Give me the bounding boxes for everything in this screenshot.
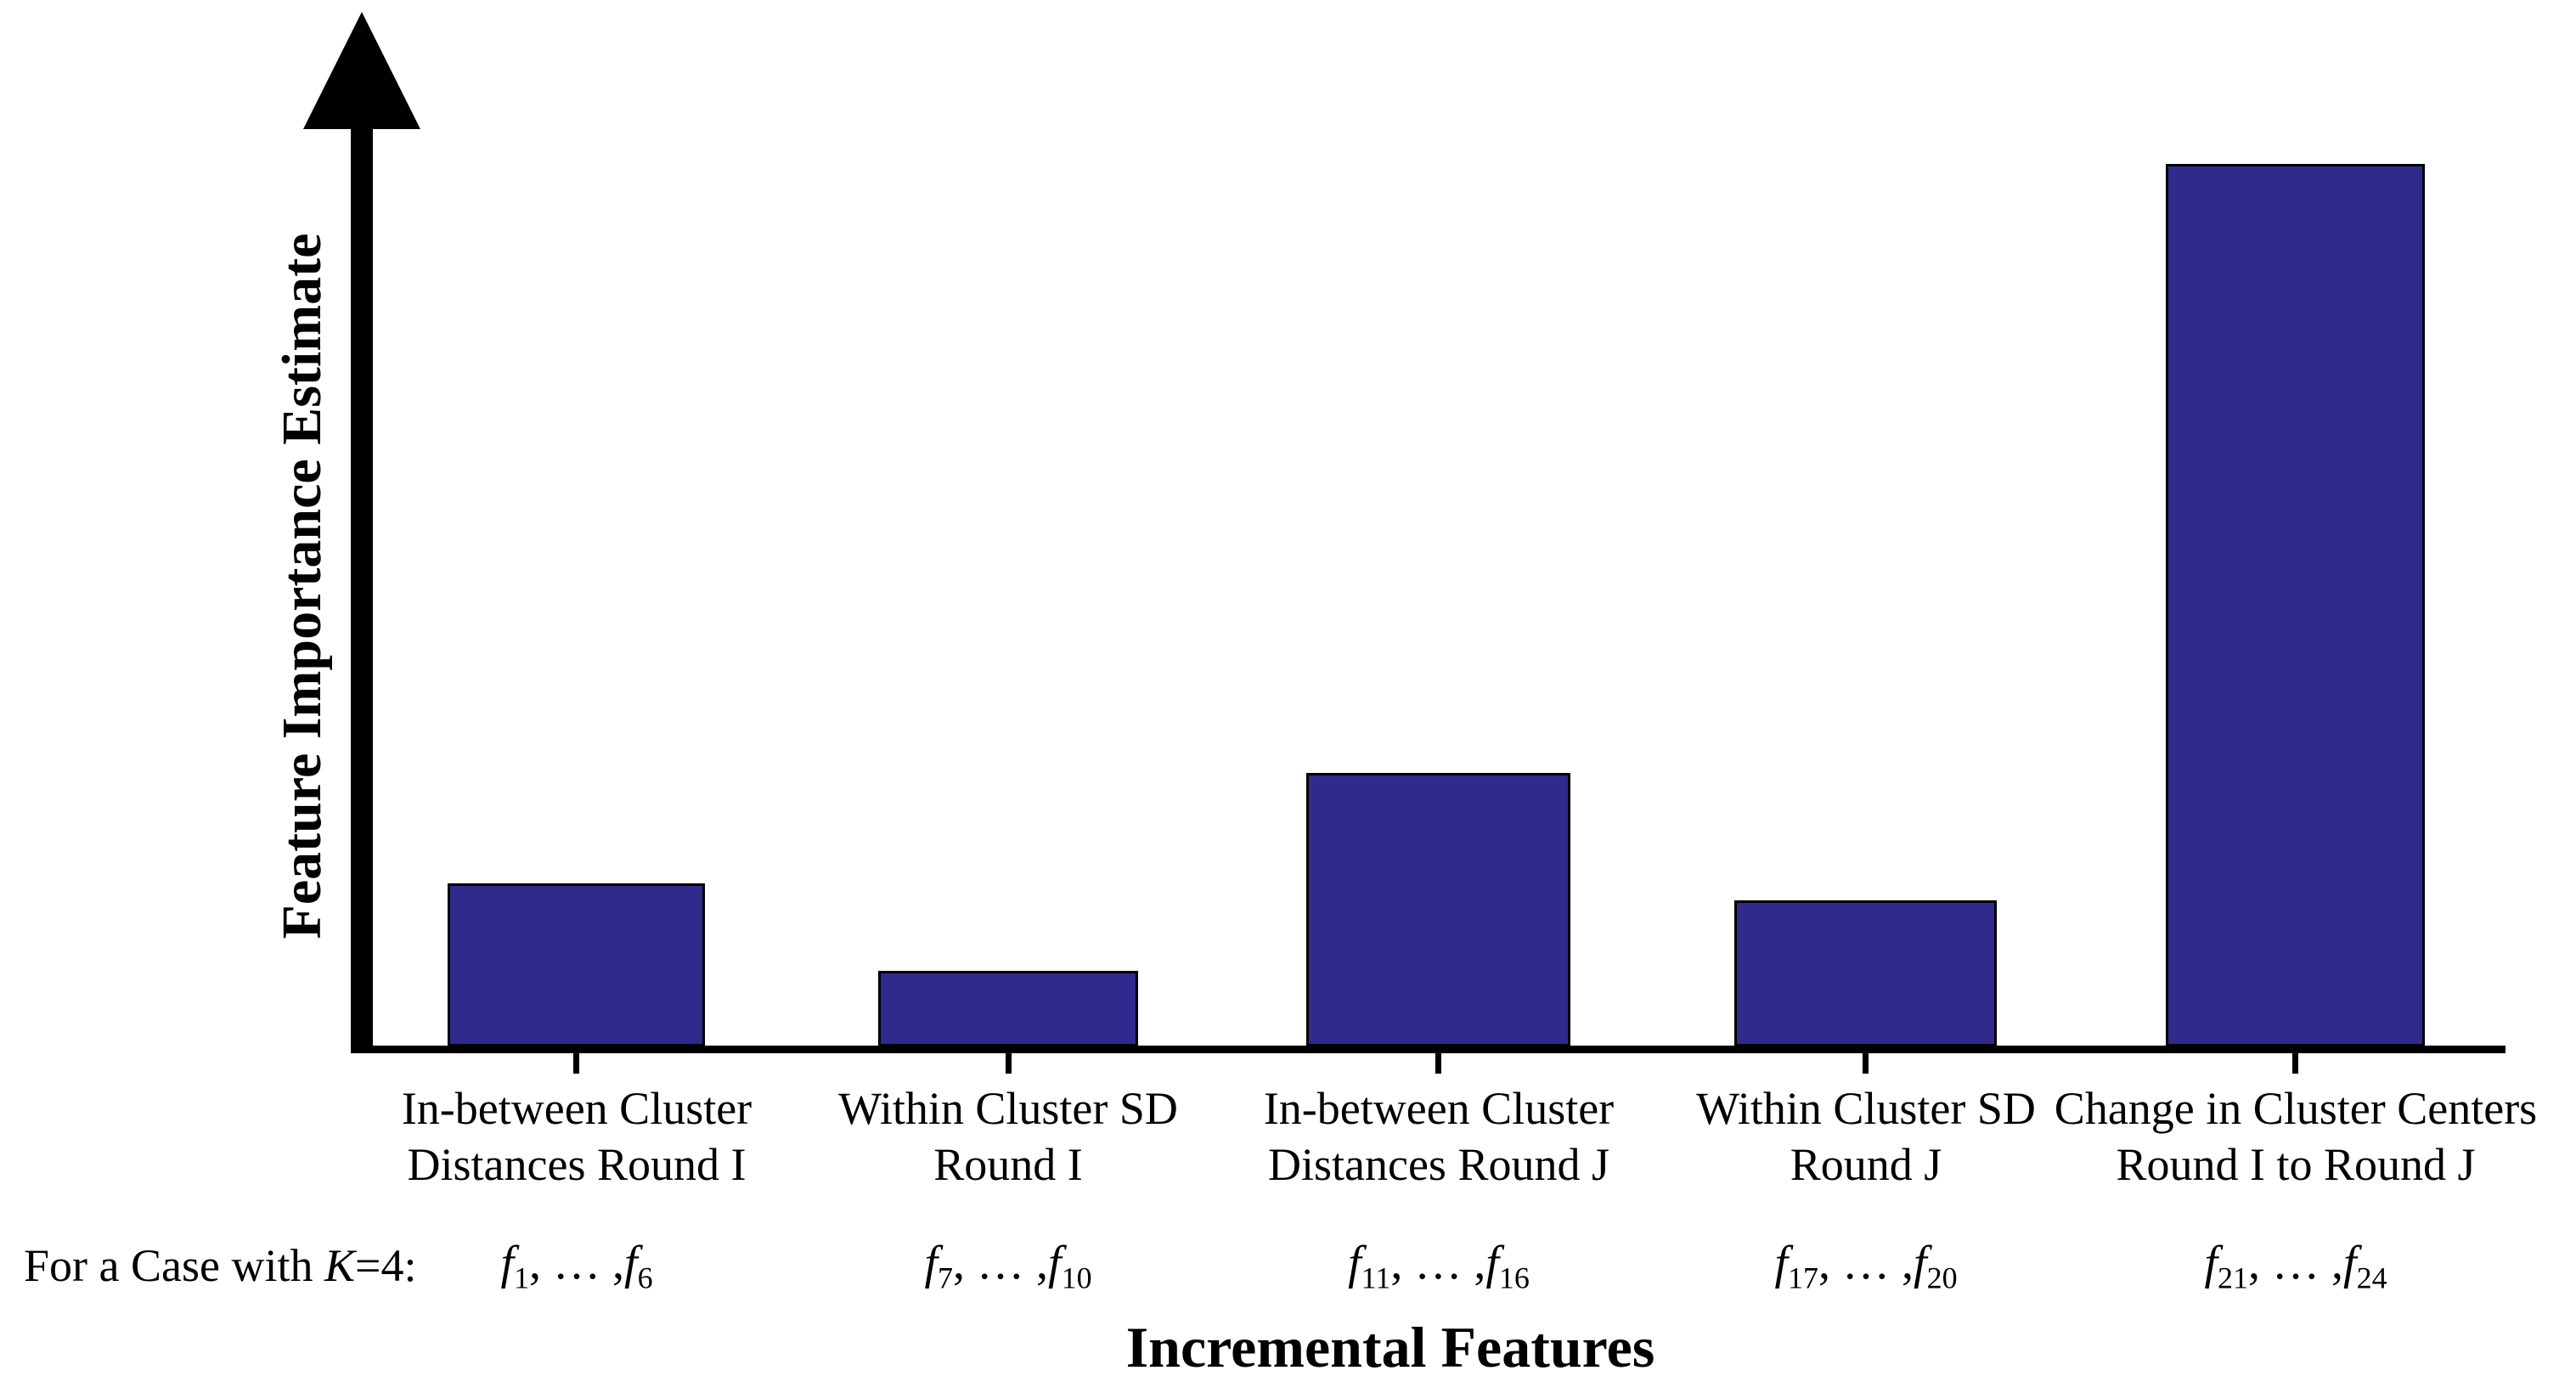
category-label-line1: Within Cluster SD	[838, 1083, 1178, 1134]
category-label-line1: In-between Cluster	[1263, 1083, 1615, 1134]
category-label-line2: Round I	[933, 1139, 1083, 1190]
feature-range-label: f17, … ,f20	[1774, 1237, 1958, 1295]
bar	[448, 883, 705, 1046]
category-label-line2: Distances Round J	[1268, 1139, 1609, 1190]
x-axis-tick	[573, 1053, 579, 1074]
category-label: Within Cluster SD Round I	[702, 1080, 1314, 1193]
x-axis-tick	[1863, 1053, 1869, 1074]
bar	[878, 971, 1138, 1046]
bar	[1734, 900, 1997, 1046]
case-note-k-variable: K	[324, 1240, 355, 1291]
category-label-line2: Round I to Round J	[2116, 1139, 2476, 1190]
y-axis-arrowhead-icon	[303, 12, 420, 129]
category-label-line1: In-between Cluster	[401, 1083, 753, 1134]
case-note-suffix: =4:	[354, 1240, 417, 1291]
category-label: In-between Cluster Distances Round J	[1133, 1080, 1745, 1193]
category-label-line1: Change in Cluster Centers	[2054, 1083, 2538, 1134]
x-axis-line	[352, 1046, 2506, 1053]
x-axis-tick	[2292, 1053, 2298, 1074]
category-label: Within Cluster SD Round J	[1560, 1080, 2172, 1193]
x-axis-tick	[1006, 1053, 1012, 1074]
x-axis-title: Incremental Features	[1125, 1315, 1655, 1379]
x-axis-tick	[1435, 1053, 1441, 1074]
feature-range-label: f11, … ,f16	[1348, 1237, 1530, 1295]
category-label-line1: Within Cluster SD	[1696, 1083, 2036, 1134]
case-note-prefix: For a Case with	[24, 1240, 324, 1291]
y-axis-title: Feature Importance Estimate	[271, 233, 333, 939]
feature-range-label: f21, … ,f24	[2204, 1237, 2387, 1295]
y-axis-line	[351, 119, 373, 1053]
feature-range-label: f1, … ,f6	[500, 1237, 653, 1295]
category-label: In-between Cluster Distances Round I	[271, 1080, 882, 1193]
bar	[2166, 164, 2425, 1046]
category-label-line2: Distances Round I	[407, 1139, 747, 1190]
bar	[1306, 773, 1570, 1046]
category-label-line2: Round J	[1790, 1139, 1942, 1190]
case-note: For a Case with K=4:	[24, 1238, 465, 1293]
category-label: Change in Cluster Centers Round I to Roun…	[1990, 1080, 2576, 1193]
feature-range-label: f7, … ,f10	[924, 1237, 1092, 1295]
